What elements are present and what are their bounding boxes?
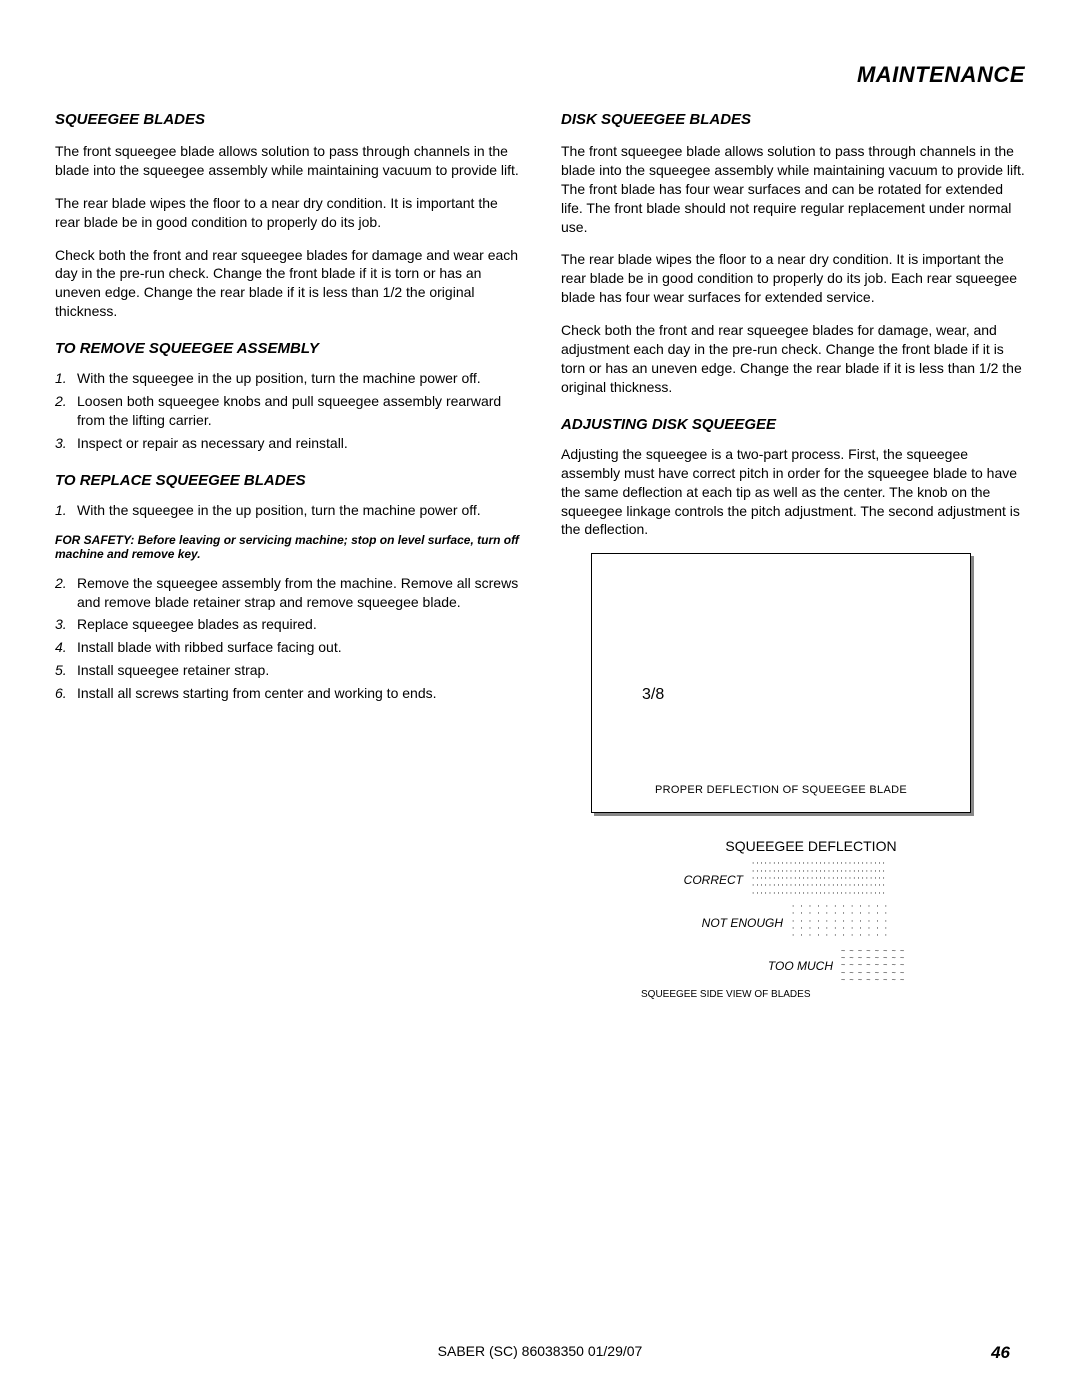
step-text: Install all screws starting from center … bbox=[77, 684, 519, 703]
step-num: 2. bbox=[55, 392, 77, 430]
left-heading-1: SQUEEGEE BLADES bbox=[55, 110, 519, 130]
left-p3: Check both the front and rear squeegee b… bbox=[55, 246, 519, 322]
left-heading-2: TO REMOVE SQUEEGEE ASSEMBLY bbox=[55, 339, 519, 359]
step-text: With the squeegee in the up position, tu… bbox=[77, 369, 519, 388]
content-columns: SQUEEGEE BLADES The front squeegee blade… bbox=[55, 108, 1025, 1002]
step-num: 3. bbox=[55, 615, 77, 634]
deflection-title: SQUEEGEE DEFLECTION bbox=[621, 837, 1001, 856]
deflection-marks: ' ' ' ' ' ' ' ' ' ' ' ' ' ' ' ' ' ' ' ' … bbox=[791, 905, 888, 942]
page-number: 46 bbox=[991, 1342, 1010, 1365]
right-p2: The rear blade wipes the floor to a near… bbox=[561, 250, 1025, 307]
list-item: 4.Install blade with ribbed surface faci… bbox=[55, 638, 519, 657]
right-p1: The front squeegee blade allows solution… bbox=[561, 142, 1025, 236]
left-p2: The rear blade wipes the floor to a near… bbox=[55, 194, 519, 232]
step-text: Loosen both squeegee knobs and pull sque… bbox=[77, 392, 519, 430]
safety-note: FOR SAFETY: Before leaving or servicing … bbox=[55, 534, 519, 562]
step-num: 6. bbox=[55, 684, 77, 703]
step-text: Inspect or repair as necessary and reins… bbox=[77, 434, 519, 453]
deflection-row: TOO MUCH ~ ~ ~ ~ ~ ~ ~ ~ ~ ~ ~ ~ ~ ~ ~ ~… bbox=[621, 948, 1001, 985]
right-heading-2: ADJUSTING DISK SQUEEGEE bbox=[561, 415, 1025, 435]
deflection-diagram: SQUEEGEE DEFLECTION CORRECT ''''''''''''… bbox=[621, 837, 1001, 1002]
footer-text: SABER (SC) 86038350 01/29/07 bbox=[438, 1343, 643, 1359]
right-p3: Check both the front and rear squeegee b… bbox=[561, 321, 1025, 397]
right-heading-1: DISK SQUEEGEE BLADES bbox=[561, 110, 1025, 130]
deflection-label-notenough: NOT ENOUGH bbox=[621, 915, 791, 931]
list-item: 3.Inspect or repair as necessary and rei… bbox=[55, 434, 519, 453]
deflection-marks: ~ ~ ~ ~ ~ ~ ~ ~ ~ ~ ~ ~ ~ ~ ~ ~ ~ ~ ~ ~ … bbox=[841, 948, 904, 985]
step-num: 5. bbox=[55, 661, 77, 680]
left-p1: The front squeegee blade allows solution… bbox=[55, 142, 519, 180]
step-text: Replace squeegee blades as required. bbox=[77, 615, 519, 634]
steps-replace-b: 2.Remove the squeegee assembly from the … bbox=[55, 574, 519, 703]
list-item: 5.Install squeegee retainer strap. bbox=[55, 661, 519, 680]
deflection-row: CORRECT ''''''''''''''''''''''''''''''''… bbox=[621, 862, 1001, 899]
step-num: 3. bbox=[55, 434, 77, 453]
step-text: Install blade with ribbed surface facing… bbox=[77, 638, 519, 657]
deflection-figure: 3/8 PROPER DEFLECTION OF SQUEEGEE BLADE bbox=[591, 553, 971, 813]
step-num: 4. bbox=[55, 638, 77, 657]
page-title: MAINTENANCE bbox=[55, 60, 1025, 90]
step-text: Remove the squeegee assembly from the ma… bbox=[77, 574, 519, 612]
step-num: 2. bbox=[55, 574, 77, 612]
step-num: 1. bbox=[55, 501, 77, 520]
deflection-label-toomuch: TOO MUCH bbox=[621, 958, 841, 974]
figure-measure: 3/8 bbox=[642, 684, 664, 706]
deflection-marks: '''''''''''''''''''''''''''''''' '''''''… bbox=[751, 862, 886, 899]
deflection-row: NOT ENOUGH ' ' ' ' ' ' ' ' ' ' ' ' ' ' '… bbox=[621, 905, 1001, 942]
list-item: 1.With the squeegee in the up position, … bbox=[55, 501, 519, 520]
list-item: 6.Install all screws starting from cente… bbox=[55, 684, 519, 703]
footer: SABER (SC) 86038350 01/29/07 46 bbox=[0, 1342, 1080, 1361]
right-p4: Adjusting the squeegee is a two-part pro… bbox=[561, 445, 1025, 539]
list-item: 3.Replace squeegee blades as required. bbox=[55, 615, 519, 634]
step-text: With the squeegee in the up position, tu… bbox=[77, 501, 519, 520]
left-column: SQUEEGEE BLADES The front squeegee blade… bbox=[55, 108, 519, 1002]
list-item: 2.Loosen both squeegee knobs and pull sq… bbox=[55, 392, 519, 430]
deflection-caption: SQUEEGEE SIDE VIEW OF BLADES bbox=[641, 988, 1001, 1002]
step-text: Install squeegee retainer strap. bbox=[77, 661, 519, 680]
deflection-label-correct: CORRECT bbox=[621, 872, 751, 888]
list-item: 1.With the squeegee in the up position, … bbox=[55, 369, 519, 388]
steps-remove: 1.With the squeegee in the up position, … bbox=[55, 369, 519, 453]
left-heading-3: TO REPLACE SQUEEGEE BLADES bbox=[55, 471, 519, 491]
figure-caption: PROPER DEFLECTION OF SQUEEGEE BLADE bbox=[592, 783, 970, 798]
right-column: DISK SQUEEGEE BLADES The front squeegee … bbox=[561, 108, 1025, 1002]
list-item: 2.Remove the squeegee assembly from the … bbox=[55, 574, 519, 612]
step-num: 1. bbox=[55, 369, 77, 388]
steps-replace-a: 1.With the squeegee in the up position, … bbox=[55, 501, 519, 520]
